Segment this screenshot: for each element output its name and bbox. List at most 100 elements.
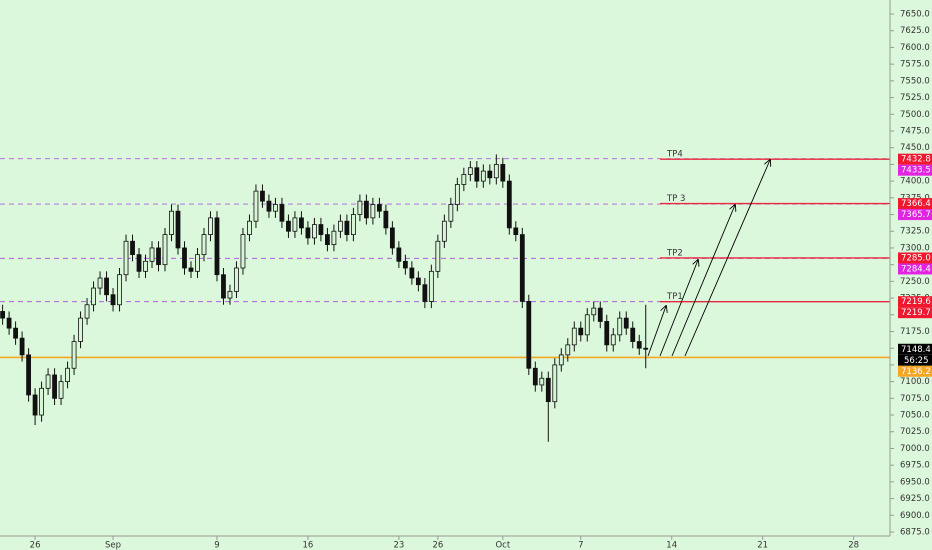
candle-body (402, 260, 408, 269)
candle-body (32, 394, 38, 416)
y-tick-label: 7475.0 (900, 126, 930, 136)
candle-body (448, 204, 454, 222)
y-tick-label: 7400.0 (900, 177, 930, 187)
candle-body (636, 341, 642, 349)
candle-body (84, 304, 90, 319)
candle-body (454, 184, 460, 205)
candle-body (571, 327, 577, 346)
candle-body (195, 254, 200, 272)
candle-body (123, 240, 129, 276)
candle-body (493, 164, 499, 179)
countdown-box (898, 354, 932, 366)
candle-body (578, 327, 584, 336)
candle-body (409, 267, 415, 279)
candle-body (279, 204, 285, 222)
price-label: 7136.2 (901, 367, 931, 377)
y-tick-label: 7550.0 (900, 76, 930, 86)
candle-body (630, 327, 636, 342)
y-tick-label: 7575.0 (900, 60, 930, 70)
candle-body (312, 224, 317, 239)
countdown: 56:25 (904, 356, 929, 366)
y-tick-label: 6900.0 (900, 511, 930, 521)
candle-body (136, 254, 142, 272)
candle-body (480, 170, 486, 182)
x-tick-label: 9 (214, 541, 219, 550)
candle-body (26, 354, 31, 396)
candle-body (428, 270, 434, 302)
y-tick-label: 7000.0 (900, 444, 930, 454)
candle-body (266, 200, 272, 212)
candle-body (143, 260, 148, 272)
arrow (659, 260, 698, 357)
candle-body (435, 240, 441, 272)
candle-body (545, 377, 551, 403)
candle-body (156, 247, 161, 266)
candle-body (584, 314, 590, 336)
candle-body (201, 234, 207, 256)
candle-body (396, 247, 402, 262)
price-label-box (898, 209, 932, 221)
y-tick-label: 7625.0 (900, 26, 930, 36)
candle-body (643, 347, 649, 350)
x-tick-label: 26 (30, 541, 41, 550)
candle-body (240, 234, 246, 269)
target-label: TP1 (666, 292, 683, 302)
candle-body (305, 227, 311, 239)
candle-body (58, 381, 64, 399)
candle-body (363, 200, 369, 219)
candle-body (260, 190, 265, 202)
candle-body (169, 210, 174, 235)
candle-body (383, 210, 389, 229)
arrows (647, 160, 770, 357)
candle-body (500, 164, 506, 182)
candle-body (110, 294, 116, 306)
x-tick-label: 26 (432, 541, 443, 550)
candle-body (623, 317, 629, 329)
candle-body (539, 377, 545, 386)
price-label: 7219.7 (901, 308, 931, 318)
y-tick-label: 7650.0 (900, 10, 930, 20)
price-label-box (898, 164, 932, 176)
candle-body (71, 341, 77, 369)
y-tick-label: 7300.0 (900, 243, 930, 253)
price-label-box (898, 343, 932, 355)
y-tick-label: 7250.0 (900, 277, 930, 287)
x-tick-label: Sep (105, 541, 121, 550)
candle-body (441, 220, 447, 242)
candle-body (175, 210, 181, 249)
candle-body (91, 287, 96, 306)
candle-body (247, 220, 252, 235)
candle-body (78, 317, 83, 342)
candle-body (299, 217, 304, 229)
price-label-box (898, 153, 932, 165)
x-tick-label: 28 (848, 541, 859, 550)
candle-body (234, 267, 239, 292)
x-tick-label: 16 (303, 541, 314, 550)
target-label: TP 3 (666, 194, 685, 204)
x-tick-label: 14 (666, 541, 677, 550)
candle-body (6, 317, 12, 329)
candle-body (344, 220, 350, 235)
candle-body (104, 277, 109, 296)
candle-body (286, 220, 291, 232)
price-label: 7365.7 (901, 210, 931, 220)
candle-body (273, 204, 278, 212)
price-label: 7284.4 (901, 264, 931, 274)
x-tick-label: 7 (578, 541, 583, 550)
y-tick-label: 7175.0 (900, 327, 930, 337)
candle-body (415, 277, 421, 286)
candle-body (97, 277, 103, 289)
candle-body (351, 214, 356, 235)
y-tick-label: 7600.0 (900, 43, 930, 53)
y-tick-label: 6925.0 (900, 494, 930, 504)
y-tick-label: 7050.0 (900, 411, 930, 421)
y-tick-label: 6950.0 (900, 477, 930, 487)
candle-body (325, 234, 330, 246)
target-label: TP4 (666, 150, 683, 160)
y-tick-label: 6875.0 (900, 527, 930, 537)
price-label: 7148.4 (901, 345, 931, 355)
candle-body (513, 227, 519, 235)
candle-body (130, 240, 135, 256)
candle-body (526, 301, 532, 369)
